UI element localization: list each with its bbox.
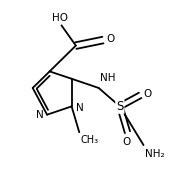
Text: NH: NH [100, 73, 115, 83]
Text: O: O [106, 34, 115, 44]
Text: O: O [122, 137, 131, 147]
Text: O: O [144, 89, 152, 99]
Text: N: N [36, 110, 44, 120]
Text: N: N [76, 103, 84, 113]
Text: S: S [116, 100, 123, 113]
Text: CH₃: CH₃ [81, 135, 99, 145]
Text: NH₂: NH₂ [145, 149, 165, 159]
Text: HO: HO [52, 13, 68, 23]
